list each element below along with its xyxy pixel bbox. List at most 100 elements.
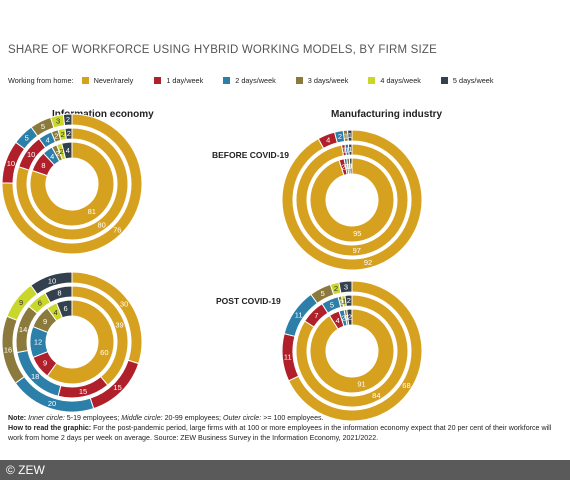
donut-segment (344, 294, 353, 307)
donut-value-label: 2 (60, 147, 64, 156)
donut-segment (46, 299, 115, 385)
donut-segment (338, 280, 353, 294)
legend-swatch (295, 77, 303, 84)
donut-value-label: 2 (334, 284, 338, 293)
donut-value-label: 4 (50, 152, 54, 161)
legend-item-5days: 5 days/week (440, 76, 494, 85)
donut-value-label: 2 (341, 163, 345, 172)
legend-item-1day: 1 day/week (154, 76, 203, 85)
donut-value-label: 4 (326, 136, 330, 145)
howto-text: For the post-pandemic period, large firm… (8, 424, 552, 443)
donut-value-label: 30 (120, 300, 128, 309)
legend-label: 5 days/week (452, 76, 494, 85)
note-middle-label: Middle circle: (121, 414, 163, 422)
donut-value-label: 6 (38, 299, 42, 308)
note-outer-text: >= 100 employees. (263, 414, 324, 422)
donut-segment (309, 308, 395, 394)
howto-label: How to read the graphic: (8, 424, 92, 433)
donut-value-label: 18 (31, 372, 39, 381)
donut-value-label: 1 (349, 162, 353, 171)
donut-value-label: 8 (57, 289, 61, 298)
donut-value-label: 1 (348, 145, 352, 154)
donut-segment (61, 141, 73, 160)
donut-value-label: 2 (67, 129, 71, 138)
row-title-post-covid: POST COVID-19 (216, 296, 281, 306)
donut-value-label: 15 (79, 387, 87, 396)
donut-value-label: 14 (19, 325, 27, 334)
note-inner-text: 5-19 employees; (66, 414, 120, 422)
legend-label: 4 days/week (380, 76, 421, 85)
donut-value-label: 5 (41, 122, 45, 131)
donut-value-label: 97 (353, 246, 361, 255)
donut-value-label: 1 (345, 145, 349, 154)
legend-swatch (368, 77, 376, 84)
copyright-footer: © ZEW (0, 460, 570, 480)
legend-swatch (81, 77, 89, 84)
howto-line: How to read the graphic: For the post-pa… (8, 423, 563, 443)
note-middle-text: 20-99 employees; (164, 414, 221, 422)
donut-segment (295, 294, 409, 408)
note-outer-label: Outer circle: (222, 414, 262, 422)
donut-segment (346, 308, 353, 326)
legend-item-never: Never/rarely (81, 76, 134, 85)
donut-value-label: 4 (54, 308, 58, 317)
donut-value-label: 16 (4, 346, 12, 355)
donut-value-label: 91 (357, 379, 365, 388)
donut-value-label: 39 (115, 320, 123, 329)
donut-segment (29, 141, 115, 227)
note-label: Note: (8, 414, 27, 422)
donut-value-label: 1 (344, 131, 348, 140)
donut-segment (55, 299, 73, 319)
donut-value-label: 95 (353, 229, 361, 238)
donut-value-label: 8 (41, 161, 45, 170)
donut-value-label: 81 (88, 207, 96, 216)
donut-value-label: 10 (27, 150, 35, 159)
donut-value-label: 4 (335, 316, 339, 325)
row-title-before-covid: BEFORE COVID-19 (212, 150, 289, 160)
donut-value-label: 15 (113, 383, 121, 392)
donut-segment (30, 271, 73, 295)
legend-item-2days: 2 days/week (223, 76, 276, 85)
donut-value-label: 10 (48, 276, 56, 285)
donut-value-label: 9 (19, 298, 23, 307)
legend-label: 3 days/week (307, 76, 349, 85)
donut-value-label: 1 (342, 146, 346, 155)
donut-segment (309, 157, 395, 243)
legend: Working from home: Never/rarely 1 day/we… (8, 76, 493, 85)
donut-value-label: 2 (338, 132, 342, 141)
donut-segment (347, 143, 353, 156)
legend-lead: Working from home: (8, 76, 74, 85)
panel-title-manufacturing: Manufacturing industry (331, 109, 443, 120)
donut-value-label: 9 (43, 358, 47, 367)
donut-value-label: 2 (56, 149, 60, 158)
donut-value-label: 6 (64, 304, 68, 313)
donut-value-label: 7 (314, 311, 318, 320)
donut-value-label: 5 (330, 300, 334, 309)
donut-value-label: 4 (66, 146, 70, 155)
legend-item-3days: 3 days/week (295, 76, 349, 85)
donut-value-label: 1 (342, 297, 346, 306)
donut-value-label: 60 (100, 348, 108, 357)
donut-segment (295, 143, 409, 257)
donut-value-label: 3 (344, 282, 348, 291)
donut-value-label: 2 (341, 314, 345, 323)
donut-value-label: 11 (284, 353, 292, 362)
note-line: Note: Inner circle: 5-19 employees; Midd… (8, 413, 563, 423)
donut-value-label: 20 (48, 399, 56, 408)
donut-value-label: 1 (348, 131, 352, 140)
donut-segment (347, 129, 353, 142)
donut-value-label: 5 (321, 289, 325, 298)
donut-value-label: 92 (364, 258, 372, 267)
donut-value-label: 2 (348, 313, 352, 322)
donut-value-label: 1 (345, 313, 349, 322)
donut-segment (281, 129, 423, 271)
donut-value-label: 1 (339, 297, 343, 306)
donut-value-label: 10 (7, 159, 15, 168)
chart-title: SHARE OF WORKFORCE USING HYBRID WORKING … (8, 44, 438, 56)
donut-value-label: 12 (34, 338, 42, 347)
note-inner-label: Inner circle: (28, 414, 65, 422)
donut-value-label: 9 (43, 317, 47, 326)
legend-label: Never/rarely (93, 76, 134, 85)
donut-value-label: 1 (345, 162, 349, 171)
